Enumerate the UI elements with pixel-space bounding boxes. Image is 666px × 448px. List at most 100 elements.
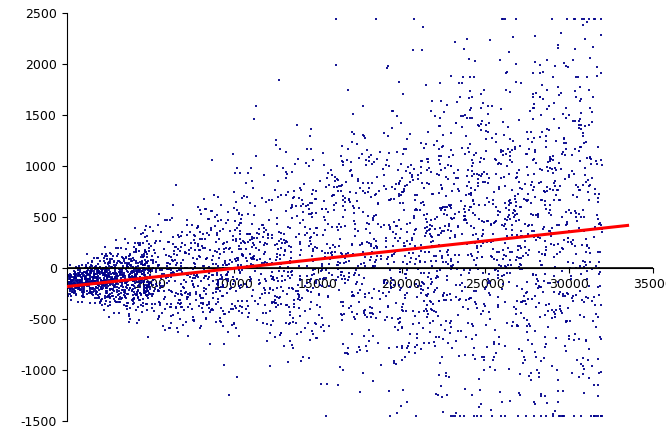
Point bbox=[289, 193, 300, 200]
Point bbox=[236, 194, 247, 201]
Point bbox=[233, 254, 244, 262]
Point bbox=[443, 161, 454, 168]
Point bbox=[156, 275, 166, 282]
Point bbox=[90, 294, 101, 302]
Point bbox=[127, 269, 138, 276]
Point bbox=[109, 262, 120, 269]
Point bbox=[66, 279, 77, 286]
Point bbox=[433, 232, 444, 239]
Point bbox=[78, 293, 89, 301]
Point bbox=[67, 276, 78, 284]
Point bbox=[483, 280, 494, 287]
Point bbox=[131, 273, 141, 280]
Point bbox=[256, 221, 267, 228]
Point bbox=[133, 283, 143, 290]
Point bbox=[235, 220, 246, 227]
Point bbox=[234, 267, 244, 274]
Point bbox=[510, 61, 521, 68]
Point bbox=[531, 212, 541, 219]
Point bbox=[109, 283, 119, 290]
Point bbox=[286, 203, 297, 210]
Point bbox=[182, 304, 193, 311]
Point bbox=[442, 102, 452, 109]
Point bbox=[447, 345, 458, 352]
Point bbox=[488, 201, 498, 208]
Point bbox=[170, 271, 181, 278]
Point bbox=[127, 276, 137, 284]
Point bbox=[511, 198, 521, 206]
Point bbox=[434, 231, 444, 238]
Point bbox=[284, 320, 294, 327]
Point bbox=[218, 239, 229, 246]
Point bbox=[170, 305, 181, 312]
Point bbox=[117, 280, 128, 287]
Point bbox=[583, 374, 594, 381]
Point bbox=[94, 282, 105, 289]
Point bbox=[235, 220, 246, 227]
Point bbox=[69, 276, 80, 284]
Point bbox=[139, 262, 150, 269]
Point bbox=[141, 258, 151, 265]
Point bbox=[349, 313, 360, 320]
Point bbox=[574, 373, 585, 380]
Point bbox=[492, 275, 503, 282]
Point bbox=[592, 211, 603, 218]
Point bbox=[460, 202, 470, 209]
Point bbox=[553, 290, 564, 297]
Point bbox=[178, 284, 188, 291]
Point bbox=[197, 263, 208, 270]
Point bbox=[305, 289, 316, 296]
Point bbox=[535, 390, 546, 397]
Point bbox=[65, 271, 75, 278]
Point bbox=[183, 246, 194, 254]
Point bbox=[100, 266, 111, 273]
Point bbox=[461, 297, 472, 304]
Point bbox=[438, 297, 449, 304]
Point bbox=[144, 240, 155, 247]
Point bbox=[220, 276, 231, 283]
Point bbox=[234, 303, 245, 310]
Point bbox=[159, 271, 169, 278]
Point bbox=[260, 248, 270, 255]
Point bbox=[593, 221, 604, 228]
Point bbox=[303, 354, 314, 362]
Point bbox=[422, 224, 433, 231]
Point bbox=[454, 209, 465, 216]
Point bbox=[129, 257, 139, 264]
Point bbox=[582, 276, 593, 283]
Point bbox=[512, 170, 523, 177]
Point bbox=[111, 273, 122, 280]
Point bbox=[460, 151, 471, 158]
Point bbox=[142, 284, 153, 291]
Point bbox=[119, 255, 129, 262]
Point bbox=[71, 277, 81, 284]
Point bbox=[446, 266, 457, 273]
Point bbox=[340, 222, 350, 229]
Point bbox=[263, 232, 274, 239]
Point bbox=[64, 284, 75, 292]
Point bbox=[196, 305, 207, 312]
Point bbox=[284, 304, 295, 311]
Point bbox=[113, 287, 124, 294]
Point bbox=[181, 271, 192, 279]
Point bbox=[257, 260, 268, 267]
Point bbox=[471, 300, 482, 307]
Point bbox=[130, 272, 141, 280]
Point bbox=[509, 214, 519, 221]
Point bbox=[118, 271, 129, 279]
Point bbox=[274, 77, 284, 84]
Point bbox=[264, 362, 275, 369]
Point bbox=[579, 313, 589, 320]
Point bbox=[434, 172, 444, 179]
Point bbox=[144, 289, 155, 297]
Point bbox=[464, 94, 475, 101]
Point bbox=[455, 413, 466, 420]
Point bbox=[206, 306, 216, 314]
Point bbox=[306, 210, 316, 217]
Point bbox=[96, 282, 107, 289]
Point bbox=[538, 277, 549, 284]
Point bbox=[202, 302, 212, 309]
Point bbox=[587, 174, 598, 181]
Point bbox=[103, 279, 113, 286]
Point bbox=[190, 291, 201, 298]
